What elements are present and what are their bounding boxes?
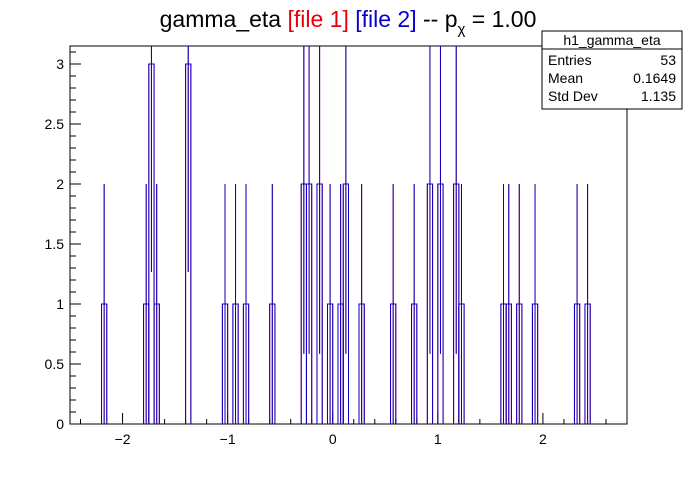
axis-layer: −2 −1 0 1 2 0 0.5 1 1.5 2 2.5 3 [45,51,628,447]
x-tick-label: 2 [539,431,547,447]
y-tick-label: 2 [56,176,64,192]
y-tick-label: 2.5 [45,116,65,132]
histogram-bin [326,303,334,424]
title-file2: [file 2] [355,6,416,32]
histogram-bin [242,303,250,424]
histogram-bin [573,303,581,424]
stats-entries-value: 53 [660,52,676,68]
histogram-bin [584,303,591,424]
title-subscript: χ [458,21,466,38]
histogram-bin [516,303,523,424]
stats-entries-label: Entries [548,52,592,68]
histogram-bin [316,183,323,424]
stats-stddev-value: 1.135 [641,88,676,104]
histogram-bin [153,303,160,424]
histogram-bin [531,303,539,424]
histogram-bin [221,303,229,424]
histogram-bin [148,63,155,424]
title-file1: [file 1] [287,6,348,32]
stats-stddev-label: Std Dev [548,88,598,104]
histogram-bin [358,303,365,424]
histogram-bin [505,303,512,424]
y-tick-label: 0 [56,416,64,432]
histogram-bin [342,183,349,424]
histogram-bin [269,303,276,424]
y-tick-label: 3 [56,56,64,72]
histogram-bin [101,303,108,424]
stats-box-frame [541,30,683,110]
x-tick-label: −1 [220,431,236,447]
series-layer [101,46,591,424]
histogram-bin [458,303,465,424]
x-tick-label: 1 [434,431,442,447]
stats-mean-label: Mean [548,70,583,86]
series-2 [101,46,591,424]
stats-mean-value: 0.1649 [633,70,676,86]
x-tick-label: 0 [329,431,337,447]
title-mid: -- p [417,6,458,32]
histogram-bin [426,183,434,424]
stats-box-name: h1_gamma_eta [563,32,661,48]
histogram-bin [232,303,239,424]
x-tick-label: −2 [115,431,131,447]
y-tick-label: 1 [56,296,64,312]
title-suffix: = 1.00 [465,6,536,32]
y-tick-label: 0.5 [45,356,65,372]
histogram-bin [390,303,397,424]
histogram-bin [437,183,444,424]
chart-title: gamma_eta [file 1] [file 2] -- pχ = 1.00 [160,6,537,38]
histogram-bin [305,183,313,424]
histogram-bin [411,303,418,424]
title-prefix: gamma_eta [160,6,288,32]
histogram-bin [185,63,192,424]
y-tick-label: 1.5 [45,236,65,252]
stats-box: h1_gamma_eta Entries 53 Mean 0.1649 Std … [541,30,683,110]
